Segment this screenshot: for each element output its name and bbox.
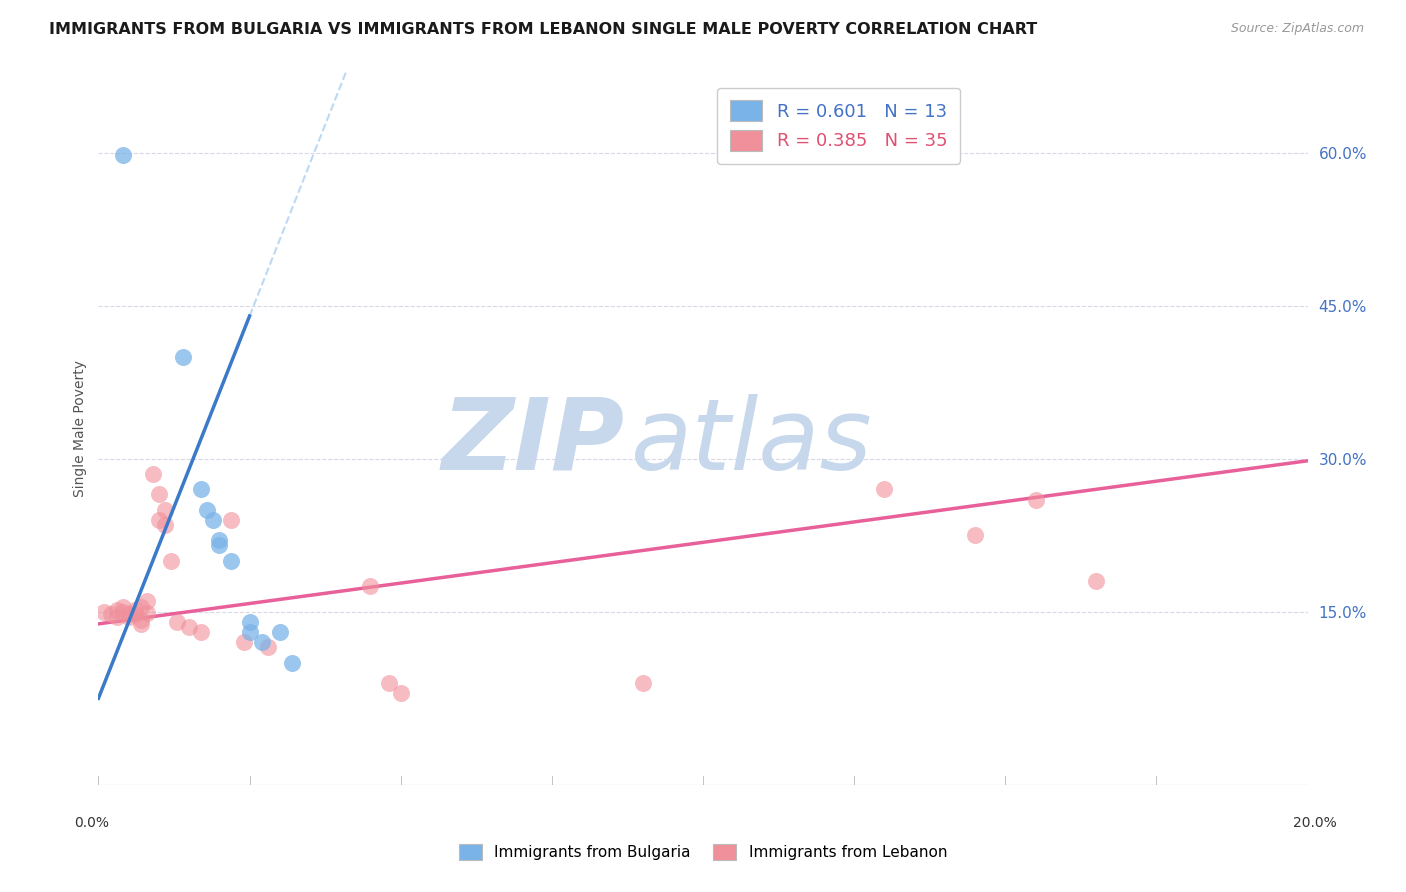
Point [153,518,176,533]
Point [281,656,304,670]
Point [148,487,170,501]
Point [105,609,128,624]
Point [142,467,165,481]
Point [239,625,262,640]
Text: 0.0%: 0.0% [75,816,108,830]
Legend: Immigrants from Bulgaria, Immigrants from Lebanon: Immigrants from Bulgaria, Immigrants fro… [453,838,953,866]
Point [190,625,212,640]
Point [148,513,170,527]
Point [269,625,291,640]
Point [100,607,122,621]
Text: ZIP: ZIP [441,394,624,491]
Point [129,613,152,627]
Point [873,483,896,497]
Point [195,502,218,516]
Point [111,148,134,162]
Point [202,513,225,527]
Point [250,635,273,649]
Point [631,676,654,690]
Point [232,635,254,649]
Text: atlas: atlas [630,394,872,491]
Point [135,606,157,620]
Point [105,602,128,616]
Point [1085,574,1108,588]
Text: Source: ZipAtlas.com: Source: ZipAtlas.com [1230,22,1364,36]
Point [118,607,141,621]
Point [190,483,212,497]
Point [111,605,134,619]
Point [111,599,134,614]
Point [360,579,382,593]
Point [239,615,262,629]
Point [124,607,146,621]
Point [208,533,231,548]
Point [1024,492,1046,507]
Point [93,605,115,619]
Y-axis label: Single Male Poverty: Single Male Poverty [73,359,87,497]
Point [172,350,194,364]
Point [221,554,243,568]
Point [124,602,146,616]
Point [208,538,231,552]
Point [153,502,176,516]
Legend: R = 0.601   N = 13, R = 0.385   N = 35: R = 0.601 N = 13, R = 0.385 N = 35 [717,87,960,163]
Point [166,615,188,629]
Text: 20.0%: 20.0% [1292,816,1337,830]
Point [118,609,141,624]
Point [256,640,278,655]
Point [129,599,152,614]
Point [179,620,201,634]
Text: IMMIGRANTS FROM BULGARIA VS IMMIGRANTS FROM LEBANON SINGLE MALE POVERTY CORRELAT: IMMIGRANTS FROM BULGARIA VS IMMIGRANTS F… [49,22,1038,37]
Point [377,676,399,690]
Point [135,594,157,608]
Point [129,616,152,631]
Point [221,513,243,527]
Point [965,528,987,542]
Point [160,554,183,568]
Point [389,686,412,700]
